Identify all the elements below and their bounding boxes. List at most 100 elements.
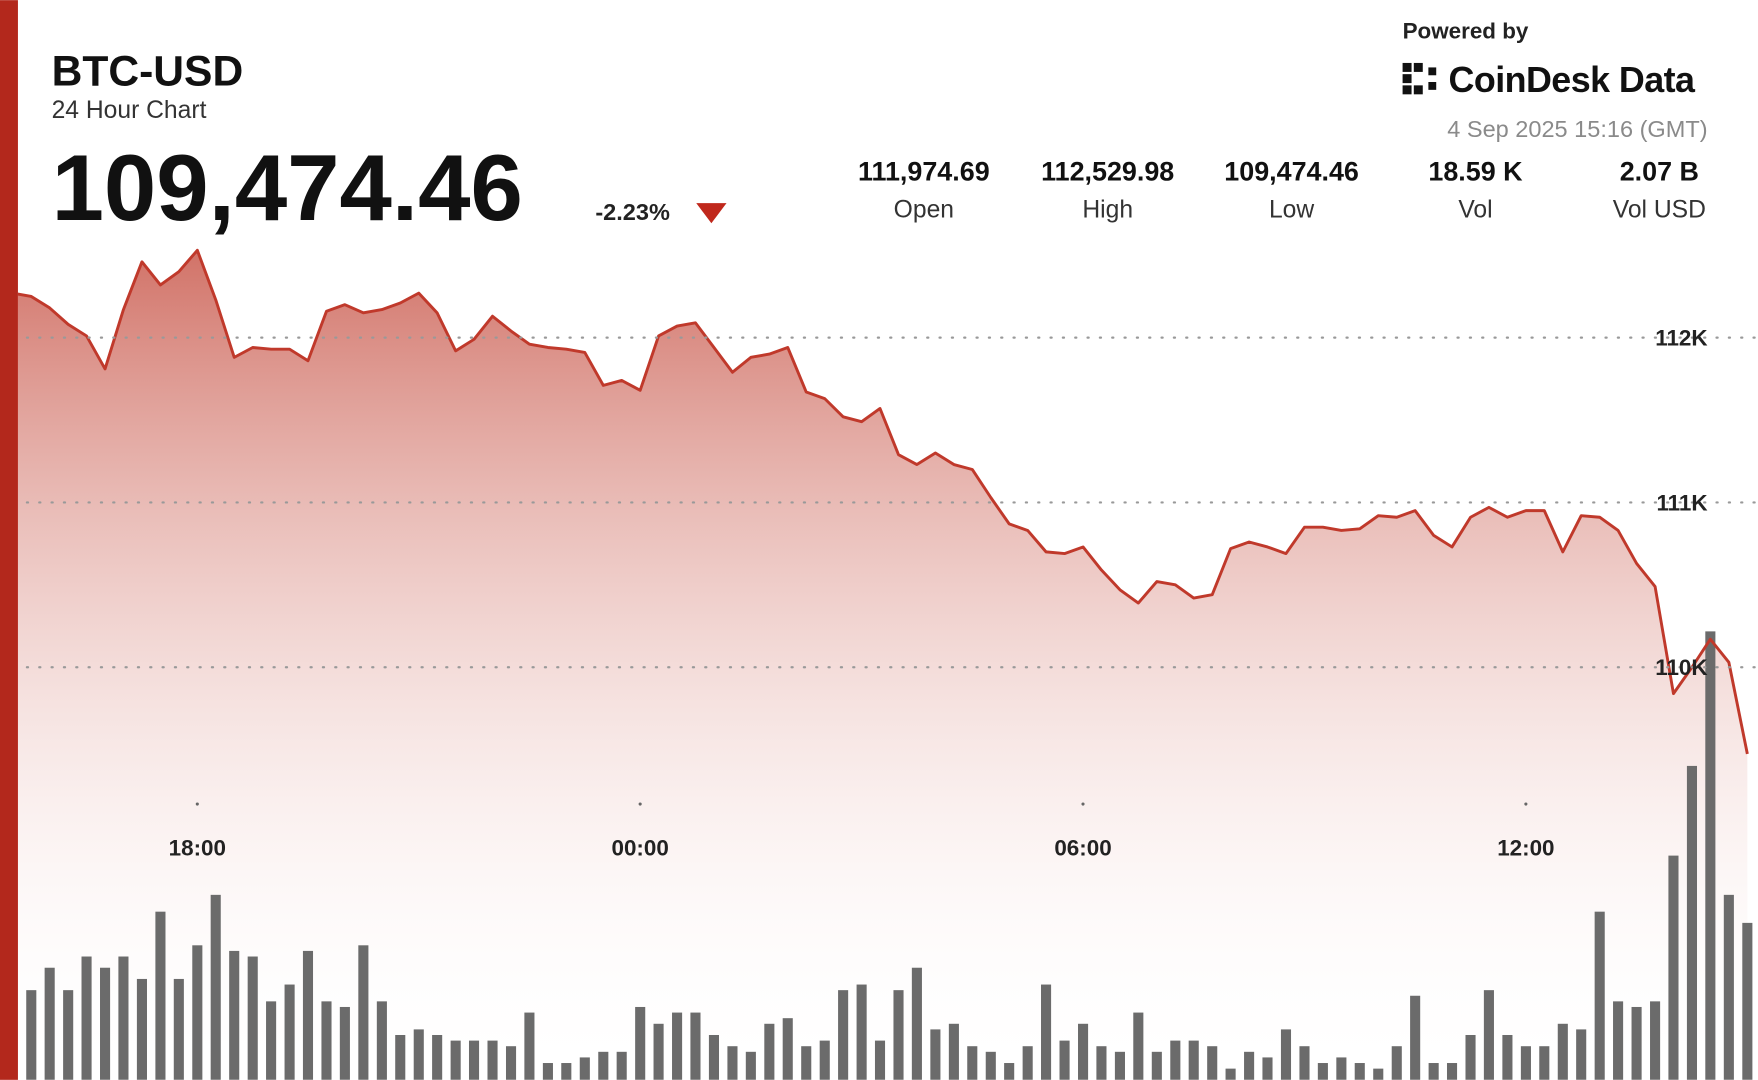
- volume-bar: [1170, 1040, 1181, 1080]
- volume-bar: [801, 1046, 812, 1080]
- volume-bar: [1428, 1063, 1439, 1080]
- volume-bar: [266, 1001, 277, 1080]
- volume-bar: [1483, 990, 1494, 1080]
- volume-bar: [1631, 1006, 1642, 1080]
- volume-bar: [173, 978, 184, 1080]
- x-tick-mark: [195, 802, 199, 806]
- volume-bar: [81, 956, 92, 1080]
- volume-bar: [1096, 1046, 1107, 1080]
- powered-by: Powered by: [1403, 18, 1529, 43]
- stat-label: Vol: [1458, 197, 1492, 224]
- volume-bar: [1557, 1023, 1568, 1080]
- symbol: BTC-USD: [52, 47, 244, 95]
- stat-label: Vol USD: [1613, 197, 1706, 224]
- volume-bar: [1391, 1046, 1402, 1080]
- volume-bar: [1465, 1034, 1476, 1080]
- x-tick-mark: [1081, 802, 1085, 806]
- volume-bar: [708, 1034, 720, 1080]
- y-tick-label: 110K: [1655, 655, 1707, 680]
- volume-bar: [505, 1046, 517, 1080]
- volume-bar: [155, 911, 166, 1080]
- stat-label: Low: [1269, 197, 1314, 224]
- volume-bar: [413, 1029, 424, 1080]
- volume-bar: [1705, 631, 1716, 1080]
- volume-bar: [1078, 1023, 1089, 1080]
- x-tick-label: 06:00: [1054, 836, 1111, 861]
- volume-bar: [1336, 1057, 1347, 1080]
- volume-bar: [690, 1012, 701, 1080]
- volume-bar: [948, 1023, 959, 1080]
- volume-bar: [1354, 1063, 1365, 1080]
- volume-bar: [321, 1001, 332, 1080]
- volume-bar: [1280, 1029, 1292, 1080]
- y-tick-label: 112K: [1655, 325, 1707, 350]
- volume-bar: [1041, 984, 1052, 1080]
- volume-bar: [1317, 1063, 1328, 1080]
- volume-bar: [1133, 1012, 1144, 1080]
- volume-bar: [358, 945, 369, 1080]
- volume-bar: [468, 1040, 480, 1080]
- volume-bar: [100, 967, 111, 1080]
- x-tick-mark: [1524, 802, 1528, 806]
- stat-label: Open: [894, 197, 954, 224]
- volume-bar: [450, 1040, 461, 1080]
- volume-bar: [1594, 911, 1605, 1080]
- volume-bar: [1244, 1051, 1255, 1080]
- volume-bar: [1207, 1046, 1218, 1080]
- volume-bar: [229, 950, 240, 1080]
- volume-bar: [1114, 1051, 1125, 1080]
- volume-bar: [1004, 1063, 1015, 1080]
- volume-bar: [524, 1012, 535, 1080]
- volume-bar: [653, 1023, 664, 1080]
- volume-bar: [1613, 1001, 1624, 1080]
- volume-bar: [967, 1046, 978, 1080]
- volume-bar: [1151, 1051, 1162, 1080]
- accent-bar: [0, 0, 18, 1080]
- price-line: [17, 248, 1749, 755]
- volume-bar: [1188, 1040, 1199, 1080]
- volume-bar: [542, 1063, 553, 1080]
- volume-bar: [1686, 765, 1698, 1080]
- stat-value: 18.59 K: [1428, 157, 1523, 187]
- volume-bar: [1059, 1040, 1070, 1080]
- subtitle: 24 Hour Chart: [52, 97, 207, 124]
- volume-bar: [44, 967, 55, 1080]
- volume-bar: [487, 1040, 498, 1080]
- volume-bar: [302, 950, 314, 1080]
- plot-area: [17, 248, 1753, 1080]
- volume-bar: [1502, 1034, 1513, 1080]
- logo-text: CoinDesk Data: [1449, 60, 1696, 100]
- volume-bar: [136, 978, 147, 1080]
- volume-bar: [1742, 922, 1753, 1080]
- volume-bar: [764, 1023, 775, 1080]
- volume-bar: [118, 956, 129, 1080]
- volume-bar: [26, 990, 37, 1080]
- volume-bar: [672, 1012, 683, 1080]
- volume-bar: [210, 894, 221, 1080]
- volume-bar: [1539, 1046, 1550, 1080]
- volume-bar: [284, 984, 295, 1080]
- volume-bar: [1022, 1046, 1033, 1080]
- volume-bar: [856, 984, 867, 1080]
- volume-bar: [1723, 894, 1734, 1080]
- volume-bar: [598, 1051, 609, 1080]
- volume-bar: [1446, 1063, 1458, 1080]
- volume-bar: [579, 1057, 590, 1080]
- volume-bar: [1373, 1068, 1384, 1080]
- volume-bar: [1225, 1068, 1236, 1080]
- volume-bar: [745, 1051, 756, 1080]
- volume-bar: [432, 1034, 443, 1080]
- stat-value: 109,474.46: [1224, 157, 1359, 187]
- stat-label: High: [1082, 197, 1133, 224]
- volume-bar: [616, 1051, 627, 1080]
- volume-bar: [1650, 1001, 1661, 1080]
- volume-bar: [838, 990, 849, 1080]
- price: 109,474.46: [52, 135, 523, 240]
- change: -2.23%: [595, 199, 670, 225]
- volume-bar: [1520, 1046, 1531, 1080]
- volume-bar: [376, 1001, 387, 1080]
- volume-bar: [63, 990, 74, 1080]
- volume-bar: [339, 1006, 350, 1080]
